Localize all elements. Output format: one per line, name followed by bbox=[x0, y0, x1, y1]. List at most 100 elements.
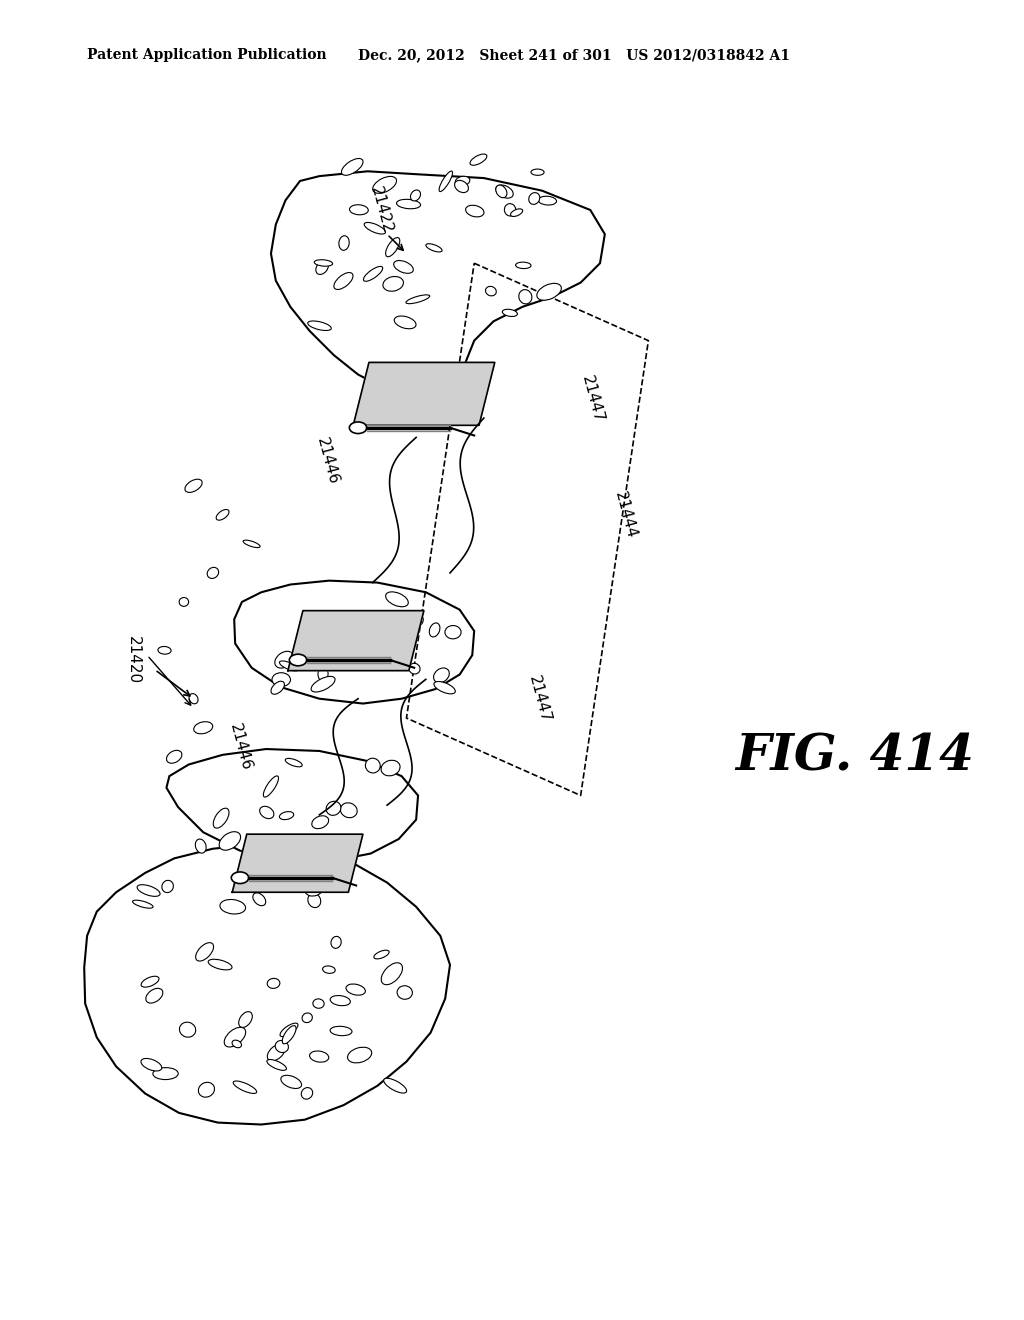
Ellipse shape bbox=[366, 758, 380, 774]
Ellipse shape bbox=[331, 936, 341, 948]
Ellipse shape bbox=[267, 978, 280, 989]
Ellipse shape bbox=[280, 812, 294, 820]
Text: 21444: 21444 bbox=[611, 490, 639, 540]
Text: 21422: 21422 bbox=[368, 185, 394, 235]
Ellipse shape bbox=[189, 693, 198, 704]
Ellipse shape bbox=[409, 664, 420, 675]
Ellipse shape bbox=[539, 197, 556, 205]
Ellipse shape bbox=[271, 681, 285, 694]
Text: FIG. 414: FIG. 414 bbox=[735, 733, 975, 781]
Ellipse shape bbox=[381, 760, 400, 776]
Text: 21447: 21447 bbox=[525, 673, 552, 723]
Ellipse shape bbox=[272, 673, 291, 686]
Ellipse shape bbox=[349, 422, 367, 433]
Ellipse shape bbox=[339, 236, 349, 251]
Ellipse shape bbox=[439, 172, 453, 191]
Ellipse shape bbox=[283, 1026, 296, 1044]
Ellipse shape bbox=[503, 309, 517, 317]
Ellipse shape bbox=[456, 177, 470, 186]
Ellipse shape bbox=[381, 962, 402, 985]
Ellipse shape bbox=[386, 591, 409, 607]
Ellipse shape bbox=[496, 185, 507, 198]
Ellipse shape bbox=[286, 759, 302, 767]
Ellipse shape bbox=[185, 479, 202, 492]
Ellipse shape bbox=[141, 977, 159, 987]
Ellipse shape bbox=[281, 1076, 301, 1089]
Ellipse shape bbox=[208, 960, 232, 970]
Ellipse shape bbox=[313, 999, 325, 1008]
Ellipse shape bbox=[327, 801, 341, 816]
Ellipse shape bbox=[199, 1082, 214, 1097]
Ellipse shape bbox=[330, 995, 350, 1006]
Ellipse shape bbox=[314, 260, 333, 267]
Ellipse shape bbox=[233, 1081, 257, 1093]
Ellipse shape bbox=[341, 158, 364, 176]
Ellipse shape bbox=[355, 628, 380, 642]
Ellipse shape bbox=[219, 832, 241, 850]
Ellipse shape bbox=[365, 223, 385, 234]
Ellipse shape bbox=[315, 261, 329, 275]
Text: 21447: 21447 bbox=[579, 374, 605, 424]
PathPatch shape bbox=[234, 581, 474, 704]
Ellipse shape bbox=[396, 199, 421, 209]
Ellipse shape bbox=[397, 986, 413, 999]
Ellipse shape bbox=[505, 203, 516, 216]
Ellipse shape bbox=[307, 321, 332, 330]
Ellipse shape bbox=[516, 263, 531, 268]
Ellipse shape bbox=[302, 1012, 312, 1023]
Ellipse shape bbox=[349, 205, 369, 215]
Text: Dec. 20, 2012   Sheet 241 of 301   US 2012/0318842 A1: Dec. 20, 2012 Sheet 241 of 301 US 2012/0… bbox=[358, 48, 791, 62]
Ellipse shape bbox=[290, 655, 307, 665]
Polygon shape bbox=[232, 834, 362, 892]
Ellipse shape bbox=[444, 626, 461, 639]
Ellipse shape bbox=[239, 1011, 252, 1027]
Ellipse shape bbox=[383, 276, 403, 292]
Ellipse shape bbox=[374, 950, 389, 958]
Ellipse shape bbox=[411, 612, 423, 626]
Ellipse shape bbox=[162, 880, 173, 892]
PathPatch shape bbox=[84, 843, 450, 1125]
Ellipse shape bbox=[167, 750, 182, 763]
Ellipse shape bbox=[158, 647, 171, 655]
Ellipse shape bbox=[141, 1059, 162, 1071]
Ellipse shape bbox=[309, 1051, 329, 1063]
Ellipse shape bbox=[341, 614, 355, 627]
Ellipse shape bbox=[406, 294, 430, 304]
Ellipse shape bbox=[280, 661, 299, 671]
Ellipse shape bbox=[386, 238, 399, 256]
Text: 21420: 21420 bbox=[126, 636, 141, 684]
Ellipse shape bbox=[213, 808, 229, 828]
Ellipse shape bbox=[531, 169, 544, 176]
PathPatch shape bbox=[271, 172, 605, 393]
Ellipse shape bbox=[496, 185, 513, 198]
Polygon shape bbox=[353, 363, 495, 425]
Ellipse shape bbox=[393, 260, 414, 273]
Ellipse shape bbox=[220, 899, 246, 913]
Ellipse shape bbox=[301, 1088, 312, 1100]
Ellipse shape bbox=[267, 1060, 287, 1071]
Text: 21446: 21446 bbox=[313, 437, 341, 487]
Ellipse shape bbox=[394, 315, 416, 329]
Ellipse shape bbox=[466, 205, 484, 216]
Ellipse shape bbox=[311, 676, 335, 692]
Ellipse shape bbox=[470, 154, 486, 165]
Ellipse shape bbox=[455, 181, 468, 193]
Ellipse shape bbox=[519, 289, 531, 304]
Ellipse shape bbox=[274, 651, 294, 668]
Ellipse shape bbox=[275, 1040, 289, 1052]
Text: 21446: 21446 bbox=[226, 722, 254, 772]
Ellipse shape bbox=[231, 873, 249, 883]
Ellipse shape bbox=[179, 598, 188, 606]
Ellipse shape bbox=[224, 1027, 246, 1047]
Ellipse shape bbox=[305, 880, 324, 896]
Ellipse shape bbox=[537, 284, 561, 300]
Ellipse shape bbox=[207, 568, 218, 578]
Ellipse shape bbox=[485, 286, 497, 296]
Ellipse shape bbox=[260, 807, 273, 818]
Ellipse shape bbox=[334, 272, 353, 289]
Ellipse shape bbox=[243, 540, 260, 548]
Ellipse shape bbox=[132, 900, 153, 908]
Ellipse shape bbox=[280, 1023, 298, 1036]
Ellipse shape bbox=[196, 840, 206, 853]
Ellipse shape bbox=[308, 894, 321, 908]
